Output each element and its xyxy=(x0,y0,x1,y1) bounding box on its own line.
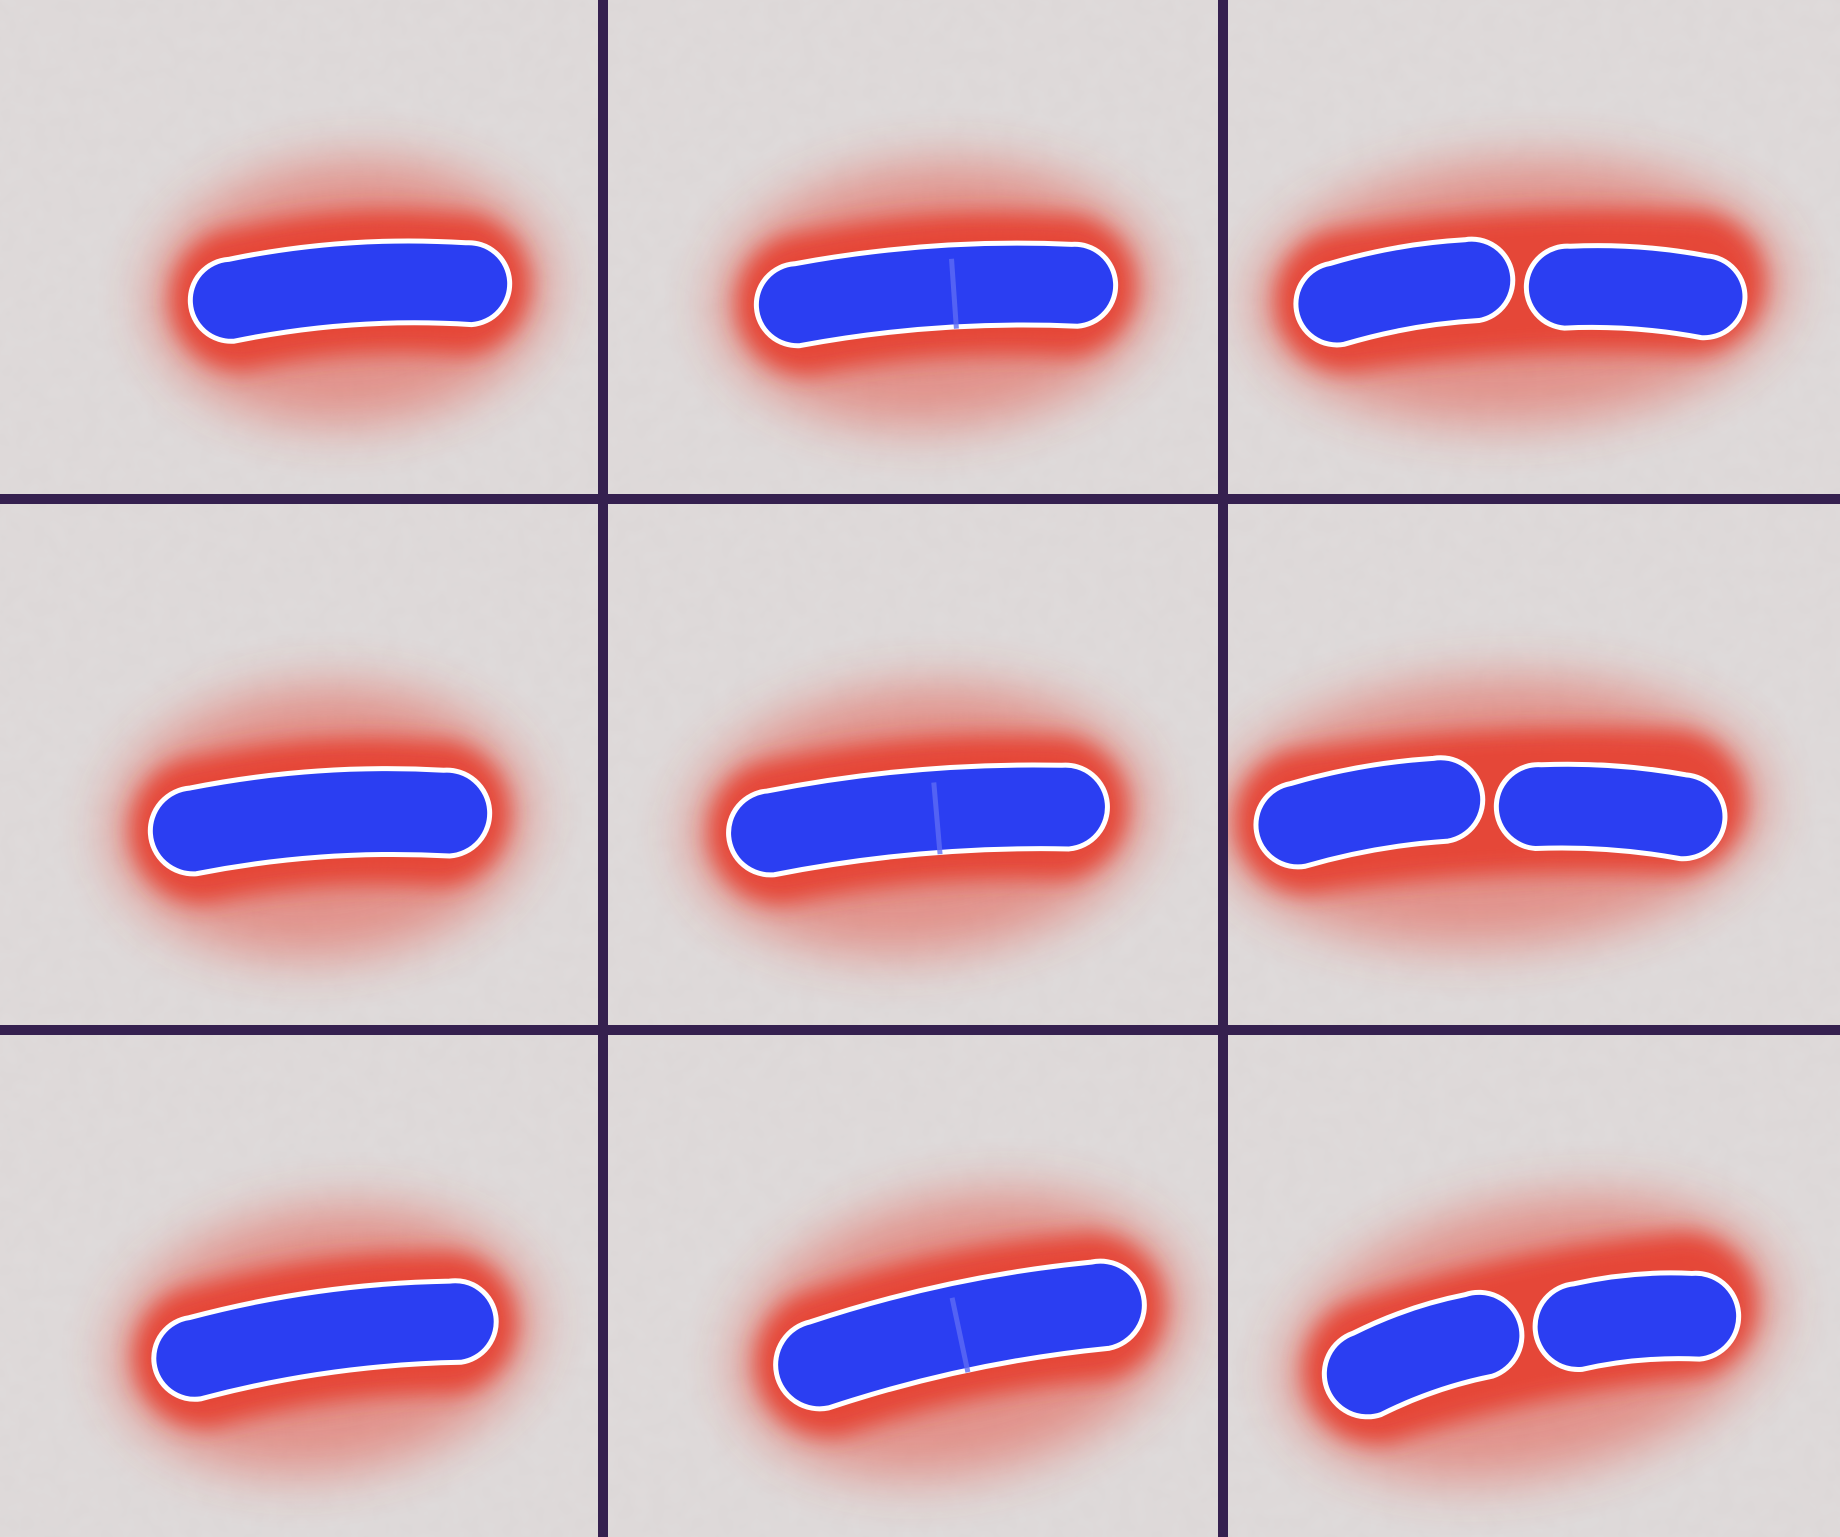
constriction-line xyxy=(931,782,943,855)
micrograph-panel xyxy=(608,504,1218,1025)
daughter-cell xyxy=(1493,761,1728,862)
micrograph-panel xyxy=(1228,0,1840,494)
constriction-line xyxy=(949,258,959,329)
bacterial-cell xyxy=(147,766,493,877)
micrograph-panel xyxy=(608,1035,1218,1537)
daughter-cell xyxy=(1523,243,1748,341)
bacterial-cell xyxy=(753,240,1119,349)
micrograph-panel xyxy=(608,0,1218,494)
constriction-line xyxy=(949,1297,971,1373)
bacterial-cell xyxy=(151,1278,499,1402)
micrograph-panel xyxy=(1228,1035,1840,1537)
micrograph-panel xyxy=(0,1035,598,1537)
bacterial-cell xyxy=(726,762,1110,878)
daughter-cell xyxy=(1253,755,1486,870)
micrograph-panel xyxy=(1228,504,1840,1025)
daughter-cell xyxy=(1293,236,1516,348)
daughter-cell xyxy=(1321,1289,1525,1420)
micrograph-panel xyxy=(0,0,598,494)
micrograph-panel xyxy=(0,504,598,1025)
daughter-cell xyxy=(1532,1270,1742,1373)
bacterial-cell xyxy=(187,238,513,344)
